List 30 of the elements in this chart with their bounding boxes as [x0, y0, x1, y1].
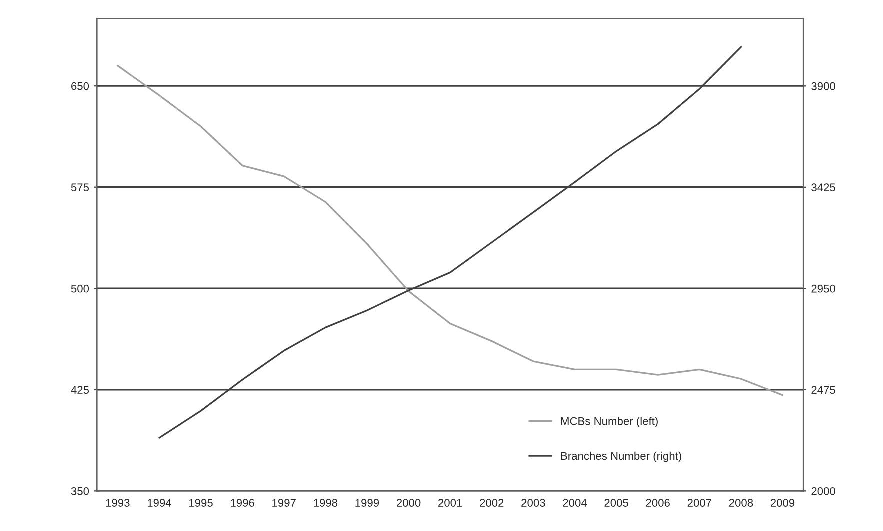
- x-tick-label: 2003: [522, 499, 546, 507]
- line-series: [117, 65, 784, 396]
- y2-tick-label: 2000: [812, 487, 836, 496]
- x-tick-label: 2008: [729, 499, 754, 507]
- x-tick-label: 1999: [356, 499, 380, 507]
- y2-tick-label: 3900: [812, 82, 836, 90]
- x-tick-label: 2006: [646, 499, 670, 507]
- x-tick-label: 2009: [770, 499, 795, 507]
- y-tick-label: 650: [72, 82, 90, 90]
- y-tick-label: 575: [71, 184, 90, 192]
- x-tick-label: 1994: [148, 499, 172, 507]
- x-tick-label: 2000: [396, 499, 421, 507]
- y2-tick-label: 3425: [812, 184, 836, 192]
- y2-tick-label: 2475: [812, 386, 836, 394]
- x-tick-label: 2004: [563, 499, 588, 507]
- x-tick-label: 2001: [438, 499, 462, 507]
- y-tick-label: 350: [71, 487, 90, 496]
- x-tick-label: 2005: [604, 499, 628, 507]
- x-tick-label: 1993: [106, 499, 130, 507]
- x-tick-label: 1995: [190, 499, 213, 507]
- x-tick-label: 1996: [231, 499, 254, 507]
- y2-tick-label: 2950: [812, 284, 836, 293]
- x-tick-label: 2007: [688, 499, 712, 507]
- x-tick-label: 1998: [314, 499, 338, 507]
- x-tick-label: 1997: [272, 499, 296, 507]
- legend-label: MCBs Number (left): [561, 417, 658, 428]
- y-tick-label: 500: [71, 284, 90, 293]
- y-tick-label: 425: [71, 386, 90, 394]
- legend-label: Branches Number (right): [561, 452, 682, 462]
- x-tick-label: 2002: [480, 499, 504, 507]
